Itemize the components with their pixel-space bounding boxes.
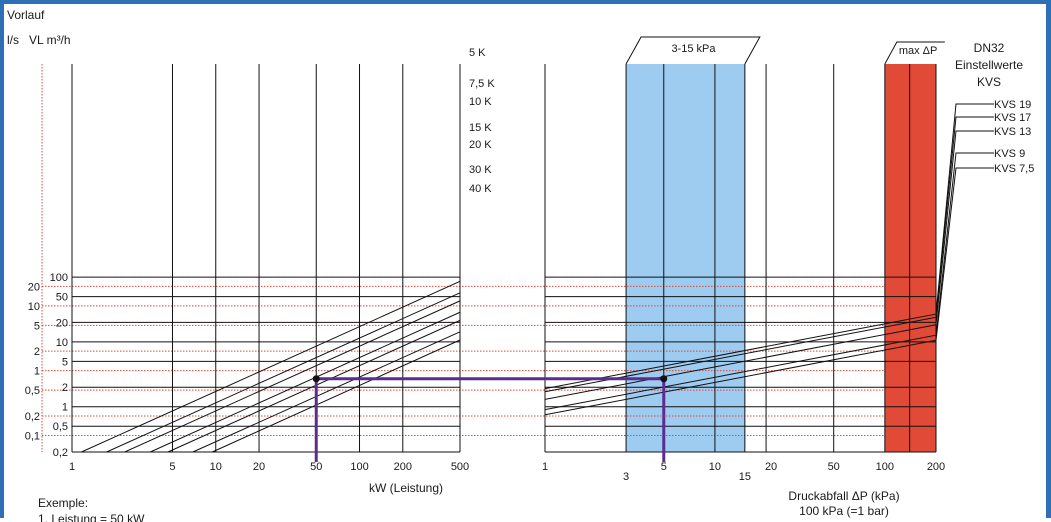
y-unit-ls: l/s: [7, 33, 19, 47]
chart-canvas: Vorlauf l/s VL m³/h kW (Leistung) DN32 E…: [4, 4, 1046, 522]
y-tick-ls-4: 1: [34, 366, 40, 378]
left-x-axis-label: kW (Leistung): [369, 481, 443, 495]
k-label-5: 30 K: [469, 164, 492, 176]
y-tick-m3h-2: 20: [56, 317, 68, 329]
range-label: 3-15 kPa: [671, 43, 716, 55]
band-1: [885, 64, 936, 452]
max-label: max ΔP: [899, 45, 938, 57]
band-0: [626, 64, 745, 452]
left-x-tick-6: 200: [394, 461, 412, 473]
left-x-tick-1: 5: [169, 461, 175, 473]
y-tick-m3h-4: 5: [62, 356, 68, 368]
y-tick-m3h-3: 10: [56, 337, 68, 349]
right-x-tick-1: 5: [661, 461, 667, 473]
k-label-2: 10 K: [469, 96, 492, 108]
right-x-tick-4: 50: [828, 461, 840, 473]
y-unit-m3h: VL m³/h: [29, 33, 71, 47]
chart-title: Vorlauf: [7, 8, 45, 22]
example-point-left: [313, 375, 320, 382]
y-tick-m3h-7: 0,5: [53, 421, 68, 433]
right-title-line-1: DN32: [974, 41, 1005, 55]
example-heading: Exemple:: [38, 496, 88, 510]
y-tick-m3h-6: 1: [62, 402, 68, 414]
left-x-tick-4: 50: [310, 461, 322, 473]
y-tick-m3h-8: 0,2: [53, 447, 68, 459]
y-tick-m3h-1: 50: [56, 292, 68, 304]
right-x-tick-bottom-1: 15: [739, 471, 751, 483]
left-x-tick-5: 100: [350, 461, 368, 473]
k-line-5: [193, 332, 460, 452]
example-path: [316, 379, 664, 462]
left-x-tick-3: 20: [253, 461, 265, 473]
y-tick-m3h-0: 100: [50, 272, 68, 284]
k-label-0: 5 K: [469, 47, 486, 59]
right-x-tick-bottom-0: 3: [623, 471, 629, 483]
right-x-axis-label-2: 100 kPa (=1 bar): [799, 504, 889, 518]
k-line-1: [107, 293, 460, 452]
y-tick-ls-6: 0,2: [25, 411, 40, 423]
y-tick-ls-7: 0,1: [25, 430, 40, 442]
left-x-tick-7: 500: [451, 461, 469, 473]
y-tick-ls-5: 0,5: [25, 385, 40, 397]
right-x-tick-5: 100: [876, 461, 894, 473]
kvs-label-2: KVS 13: [994, 126, 1031, 138]
nomogram-chart: Vorlauf l/s VL m³/h kW (Leistung) DN32 E…: [4, 4, 1046, 522]
k-line-3: [150, 312, 460, 452]
example-point-right: [660, 375, 667, 382]
example-line-1: 1. Leistung = 50 kW: [38, 512, 145, 522]
k-line-4: [168, 320, 460, 452]
k-label-6: 40 K: [469, 183, 492, 195]
kvs-leader-1: [936, 117, 994, 317]
right-title-line-3: KVS: [977, 75, 1001, 89]
right-x-tick-2: 10: [709, 461, 721, 473]
y-tick-ls-0: 20: [28, 281, 40, 293]
y-tick-ls-3: 2: [34, 346, 40, 358]
kvs-leader-0: [936, 104, 994, 314]
kvs-label-0: KVS 19: [994, 99, 1031, 111]
k-label-3: 15 K: [469, 122, 492, 134]
k-label-1: 7,5 K: [469, 78, 495, 90]
k-line-2: [125, 301, 460, 452]
right-title-line-2: Einstellwerte: [955, 58, 1023, 72]
y-tick-m3h-5: 2: [62, 382, 68, 394]
kvs-label-3: KVS 9: [994, 148, 1025, 160]
kvs-label-1: KVS 17: [994, 112, 1031, 124]
left-x-tick-0: 1: [69, 461, 75, 473]
right-x-tick-6: 200: [927, 461, 945, 473]
right-x-axis-label-1: Druckabfall ΔP (kPa): [788, 489, 899, 503]
right-x-tick-3: 20: [765, 461, 777, 473]
left-x-tick-2: 10: [210, 461, 222, 473]
kvs-label-4: KVS 7,5: [994, 163, 1034, 175]
y-tick-ls-1: 10: [28, 301, 40, 313]
k-label-4: 20 K: [469, 139, 492, 151]
right-x-tick-0: 1: [542, 461, 548, 473]
y-tick-ls-2: 5: [34, 320, 40, 332]
